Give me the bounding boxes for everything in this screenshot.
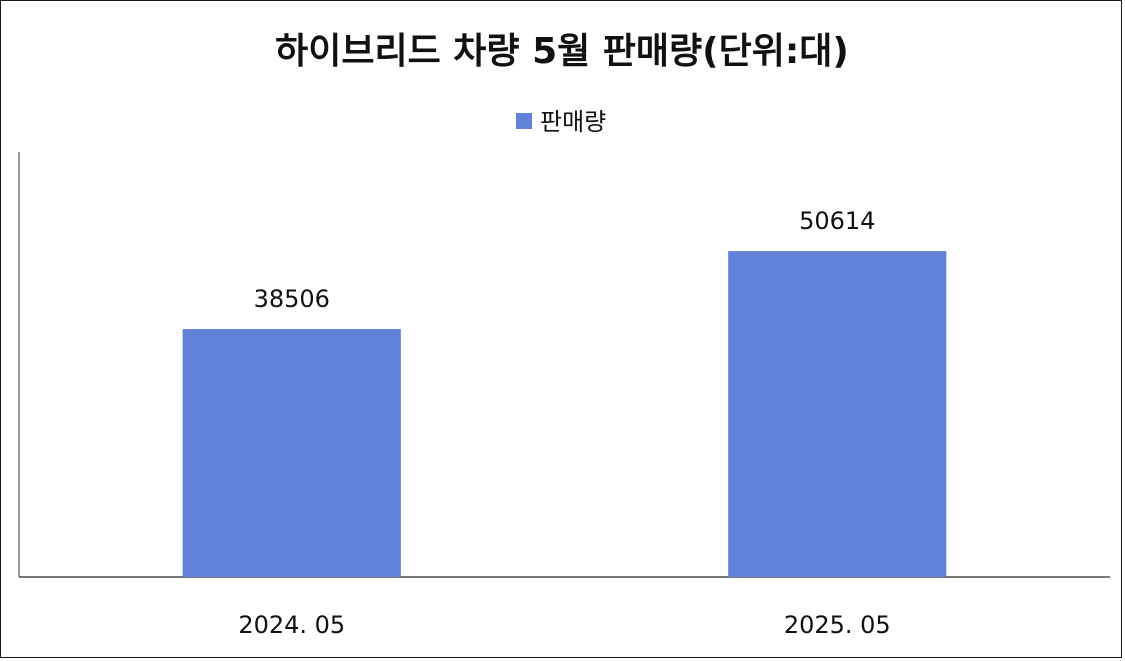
x-tick-label-group: 2024. 05 2025. 05 <box>238 611 890 639</box>
x-tick-label-2: 2025. 05 <box>784 611 891 639</box>
legend-label: 판매량 <box>540 108 606 136</box>
bar-group <box>182 251 947 577</box>
data-label-2: 50614 <box>799 207 875 235</box>
x-tick-label-1: 2024. 05 <box>238 611 345 639</box>
data-label-group: 38506 50614 <box>254 207 876 313</box>
bar-1 <box>182 329 401 577</box>
legend-swatch <box>516 113 532 129</box>
bar-2 <box>728 251 947 577</box>
data-label-1: 38506 <box>254 285 330 313</box>
chart-title: 하이브리드 차량 5월 판매량(단위:대) <box>275 31 849 72</box>
legend: 판매량 <box>516 108 606 136</box>
